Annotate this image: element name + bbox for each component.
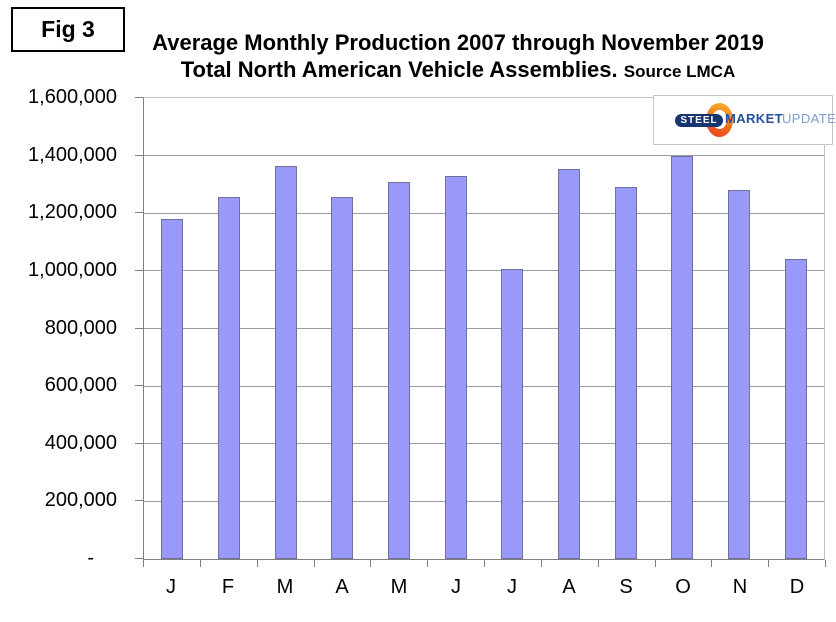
x-category-label: O	[675, 576, 691, 598]
x-tick-mark	[314, 560, 315, 567]
y-tick-label: 200,000	[44, 489, 117, 511]
bar-M-3	[275, 166, 297, 559]
x-tick-mark	[427, 560, 428, 567]
figure-label: Fig 3	[41, 16, 95, 42]
y-tick-label: 1,600,000	[28, 86, 117, 108]
x-tick-mark	[711, 560, 712, 567]
bar-M-5	[388, 182, 410, 559]
chart-title: Average Monthly Production 2007 through …	[78, 29, 836, 85]
x-tick-mark	[541, 560, 542, 567]
x-category-label: F	[221, 576, 235, 598]
gridline	[144, 212, 824, 214]
bar-A-8	[558, 169, 580, 559]
x-tick-mark	[257, 560, 258, 567]
y-tick-mark	[135, 385, 143, 386]
logo-update-text: UPDATE	[782, 111, 836, 126]
x-category-label: M	[276, 576, 294, 598]
gridline	[144, 500, 824, 502]
smu-logo: STEEL MARKET UPDATE	[653, 95, 836, 145]
y-tick-label: 400,000	[44, 432, 117, 454]
x-category-label: J	[451, 576, 461, 598]
x-tick-mark	[655, 560, 656, 567]
logo-market-text: MARKET	[725, 111, 784, 126]
x-tick-mark	[143, 560, 144, 567]
x-category-label: S	[619, 576, 633, 598]
x-category-label: M	[390, 576, 408, 598]
gridline	[144, 443, 824, 445]
y-tick-mark	[135, 97, 143, 98]
x-tick-mark	[768, 560, 769, 567]
y-axis-ticks	[135, 97, 143, 567]
x-category-label: D	[789, 576, 805, 598]
chart-subtitle: Total North American Vehicle Assemblies.	[180, 57, 618, 82]
bar-O-10	[671, 156, 693, 559]
gridline	[144, 328, 824, 329]
logo-steel-badge: STEEL	[675, 114, 723, 127]
x-tick-mark	[200, 560, 201, 567]
bar-N-11	[728, 190, 750, 559]
x-category-label: J	[507, 576, 517, 598]
gridline	[144, 155, 824, 157]
y-tick-mark	[135, 328, 143, 329]
plot-area	[143, 97, 825, 560]
y-tick-label: 800,000	[44, 317, 117, 339]
y-tick-label: 1,000,000	[28, 259, 117, 281]
bar-F-2	[218, 197, 240, 559]
chart-source: Source LMCA	[623, 62, 736, 81]
y-tick-mark	[135, 500, 143, 501]
x-tick-mark	[370, 560, 371, 567]
bar-A-4	[331, 197, 353, 559]
y-axis-labels: 1,600,000 1,400,000 1,200,000 1,000,000 800,…	[0, 86, 117, 577]
gridline	[144, 270, 824, 272]
bar-J-6	[445, 176, 467, 559]
x-category-label: N	[732, 576, 748, 598]
gridline	[144, 385, 824, 387]
y-tick-label: 600,000	[44, 374, 117, 396]
x-category-label: A	[562, 576, 576, 598]
chart-title-line1: Average Monthly Production 2007 through …	[152, 30, 764, 55]
x-axis-ticks	[143, 560, 826, 568]
y-tick-label: 1,400,000	[28, 144, 117, 166]
y-tick-label: -	[87, 547, 94, 569]
y-tick-mark	[135, 270, 143, 271]
y-tick-mark	[135, 212, 143, 213]
x-tick-mark	[598, 560, 599, 567]
x-category-label: A	[335, 576, 349, 598]
chart-title-line2: Total North American Vehicle Assemblies.…	[78, 56, 836, 85]
x-tick-mark	[825, 560, 826, 567]
y-tick-mark	[135, 443, 143, 444]
x-tick-mark	[484, 560, 485, 567]
y-tick-label: 1,200,000	[28, 201, 117, 223]
bar-S-9	[615, 187, 637, 559]
bar-J-1	[161, 219, 183, 559]
y-tick-mark	[135, 155, 143, 156]
figure-label-box: Fig 3	[11, 7, 125, 52]
bar-D-12	[785, 259, 807, 559]
x-category-label: J	[166, 576, 176, 598]
bar-J-7	[501, 269, 523, 559]
y-tick-mark	[135, 558, 143, 559]
